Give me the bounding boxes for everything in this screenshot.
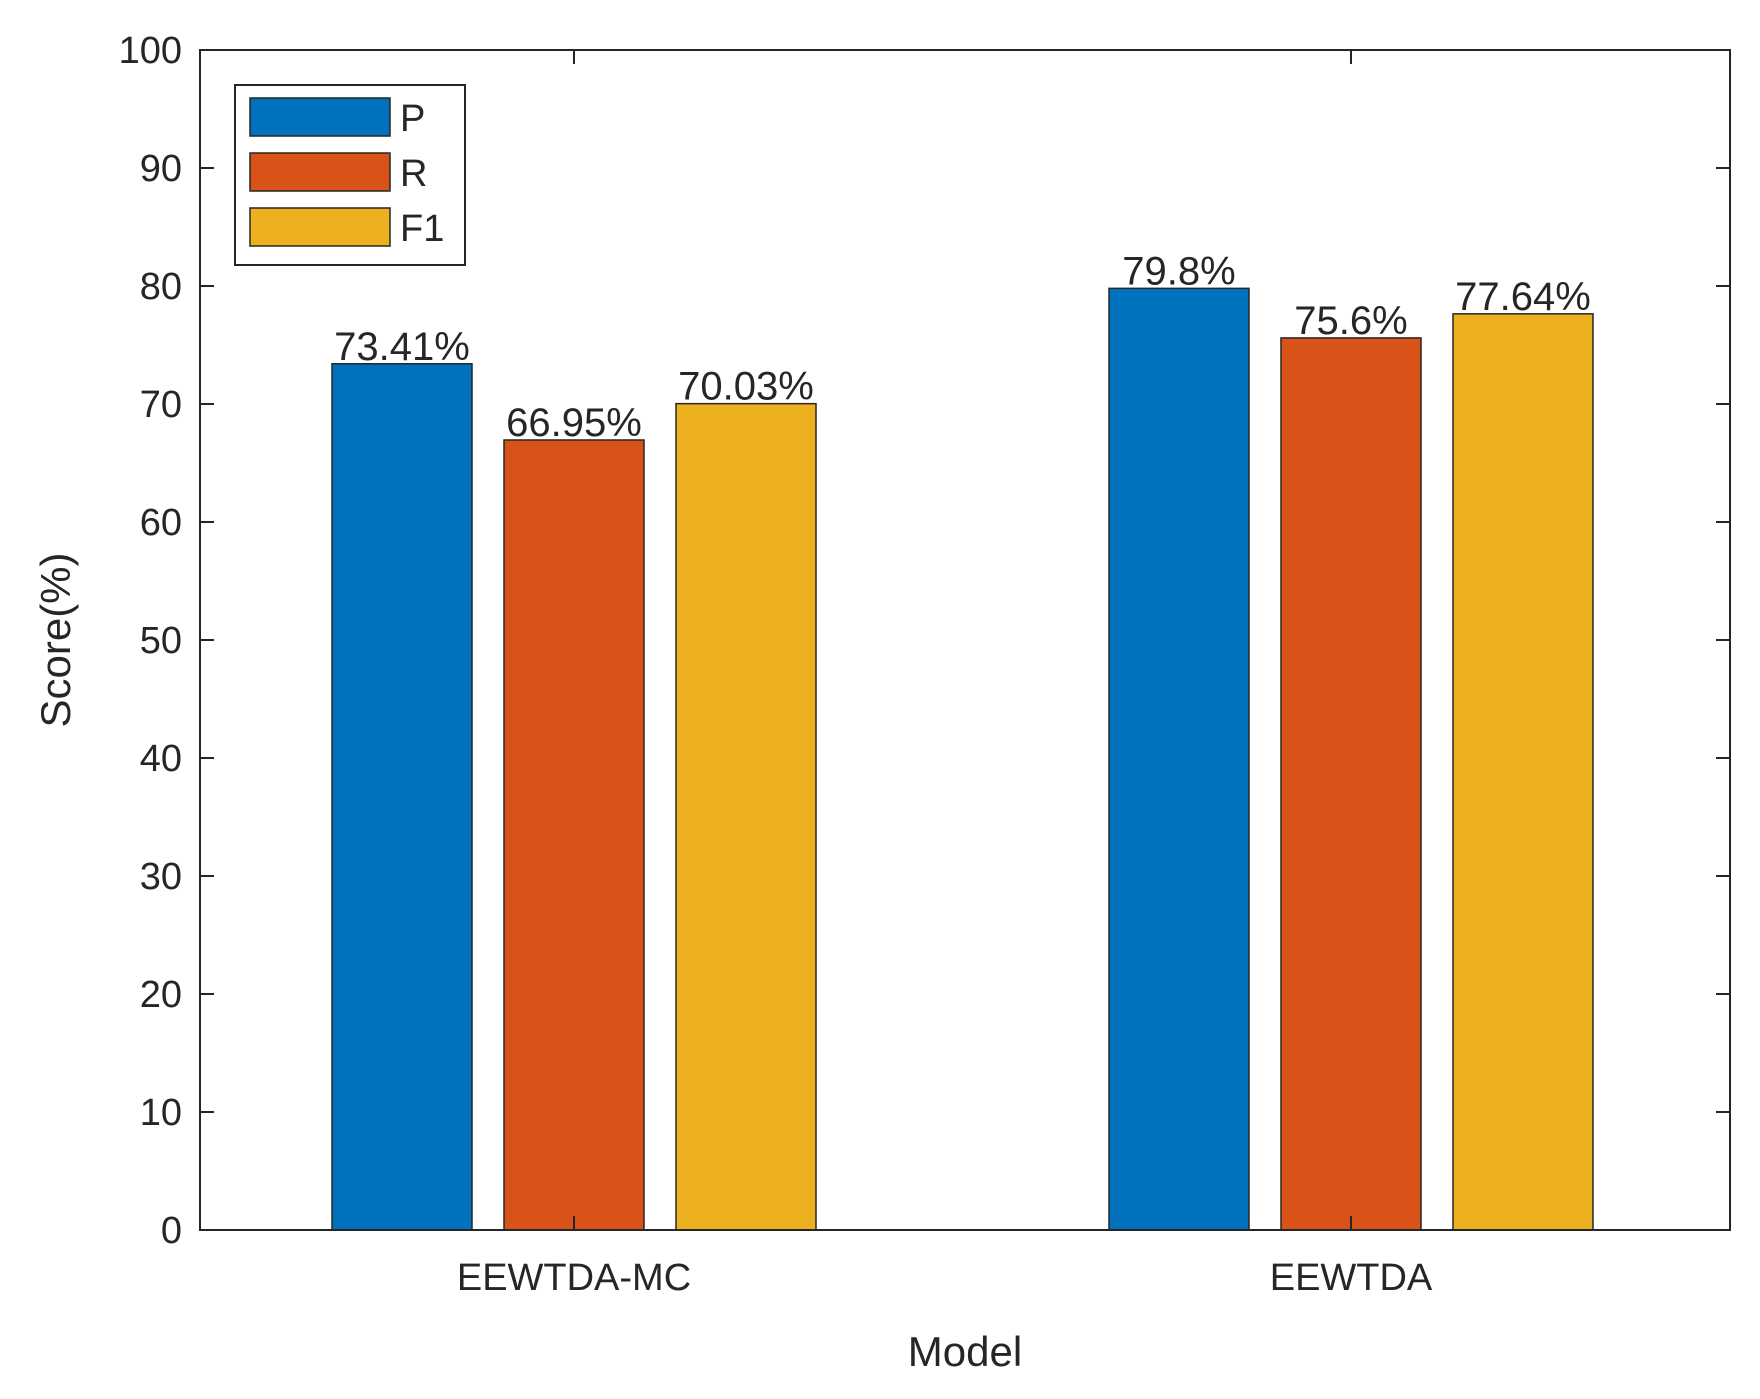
y-tick-label: 80	[140, 266, 182, 308]
y-tick-label: 0	[161, 1210, 182, 1252]
y-tick-label: 20	[140, 974, 182, 1016]
bar-r-eewtda-mc	[503, 439, 645, 1231]
y-tick-label: 40	[140, 738, 182, 780]
legend-label-f1: F1	[400, 208, 444, 250]
legend: PR F1	[234, 84, 466, 266]
legend-swatch-r	[249, 152, 391, 192]
data-label: 73.41%	[334, 325, 470, 369]
x-tick-label: EEWTDA	[1270, 1257, 1433, 1299]
bars-layer	[331, 287, 1594, 1231]
legend-swatch-p	[249, 97, 391, 137]
bar-p-eewtda-mc	[331, 363, 473, 1231]
plot-frame	[199, 49, 1731, 1231]
data-label: 75.6%	[1294, 299, 1407, 343]
bar-f1-eewtda	[1452, 313, 1594, 1231]
data-label: 79.8%	[1122, 249, 1235, 293]
legend-swatch-f1	[249, 207, 391, 247]
labels-layer: 0 10 20 30 40 50 60 70 80 90 100 EEWTDA-MC 73.41% 66.…	[119, 30, 1591, 1299]
data-label: 66.95%	[506, 401, 642, 445]
legend-label-p: P	[400, 98, 425, 140]
bar-p-eewtda	[1108, 287, 1250, 1231]
data-label: 70.03%	[678, 365, 814, 409]
bar-r-eewtda	[1280, 337, 1422, 1231]
y-tick-label: 30	[140, 856, 182, 898]
y-tick-label: 70	[140, 384, 182, 426]
y-axis-title: Score(%)	[32, 552, 79, 727]
y-tick-label: 10	[140, 1092, 182, 1134]
x-tick-label: EEWTDA-MC	[457, 1257, 691, 1299]
bar-f1-eewtda-mc	[675, 402, 817, 1231]
y-tick-label: 90	[140, 148, 182, 190]
y-tick-label: 60	[140, 502, 182, 544]
x-axis-title: Model	[908, 1328, 1022, 1375]
y-tick-label: 100	[119, 30, 182, 72]
data-label: 77.64%	[1455, 275, 1591, 319]
y-tick-label: 50	[140, 620, 182, 662]
legend-label-r: R	[400, 153, 427, 195]
